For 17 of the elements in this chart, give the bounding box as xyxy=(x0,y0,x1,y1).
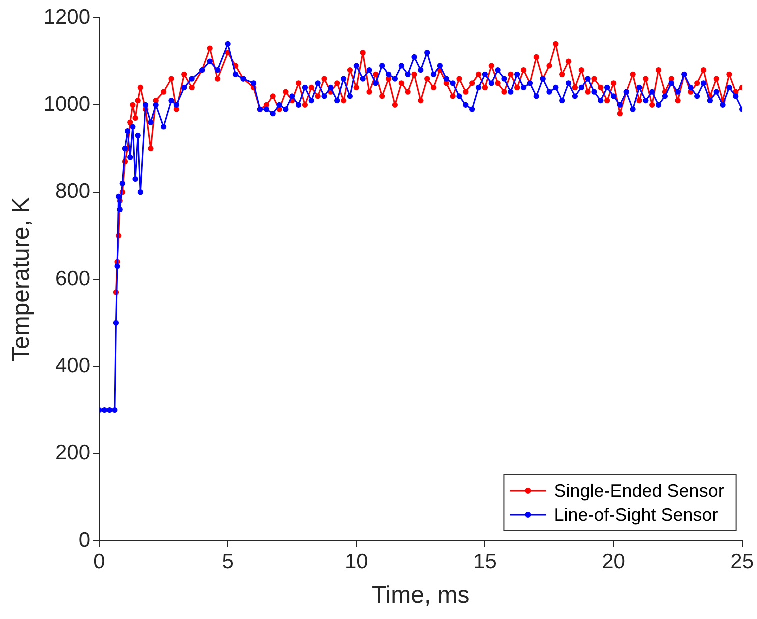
x-tick-label: 15 xyxy=(474,550,497,574)
x-tick-label: 5 xyxy=(222,550,234,574)
x-tick-label: 25 xyxy=(730,550,754,574)
y-tick-label: 0 xyxy=(78,528,91,552)
x-tick-label: 0 xyxy=(94,550,106,574)
y-tick-label: 200 xyxy=(55,442,91,465)
y-tick-label: 600 xyxy=(55,267,91,290)
x-tick-label: 20 xyxy=(602,550,626,574)
y-tick-label: 800 xyxy=(55,180,91,204)
x-tick-label: 10 xyxy=(344,550,368,574)
y-axis-title: Temperature, K xyxy=(8,197,36,362)
y-tick-label: 1000 xyxy=(44,92,91,116)
legend-label: Line-of-Sight Sensor xyxy=(554,504,718,525)
y-tick-label: 400 xyxy=(55,354,91,378)
legend-label: Single-Ended Sensor xyxy=(554,480,724,501)
x-axis-title: Time, ms xyxy=(372,582,470,610)
y-tick-label: 1200 xyxy=(44,6,91,29)
